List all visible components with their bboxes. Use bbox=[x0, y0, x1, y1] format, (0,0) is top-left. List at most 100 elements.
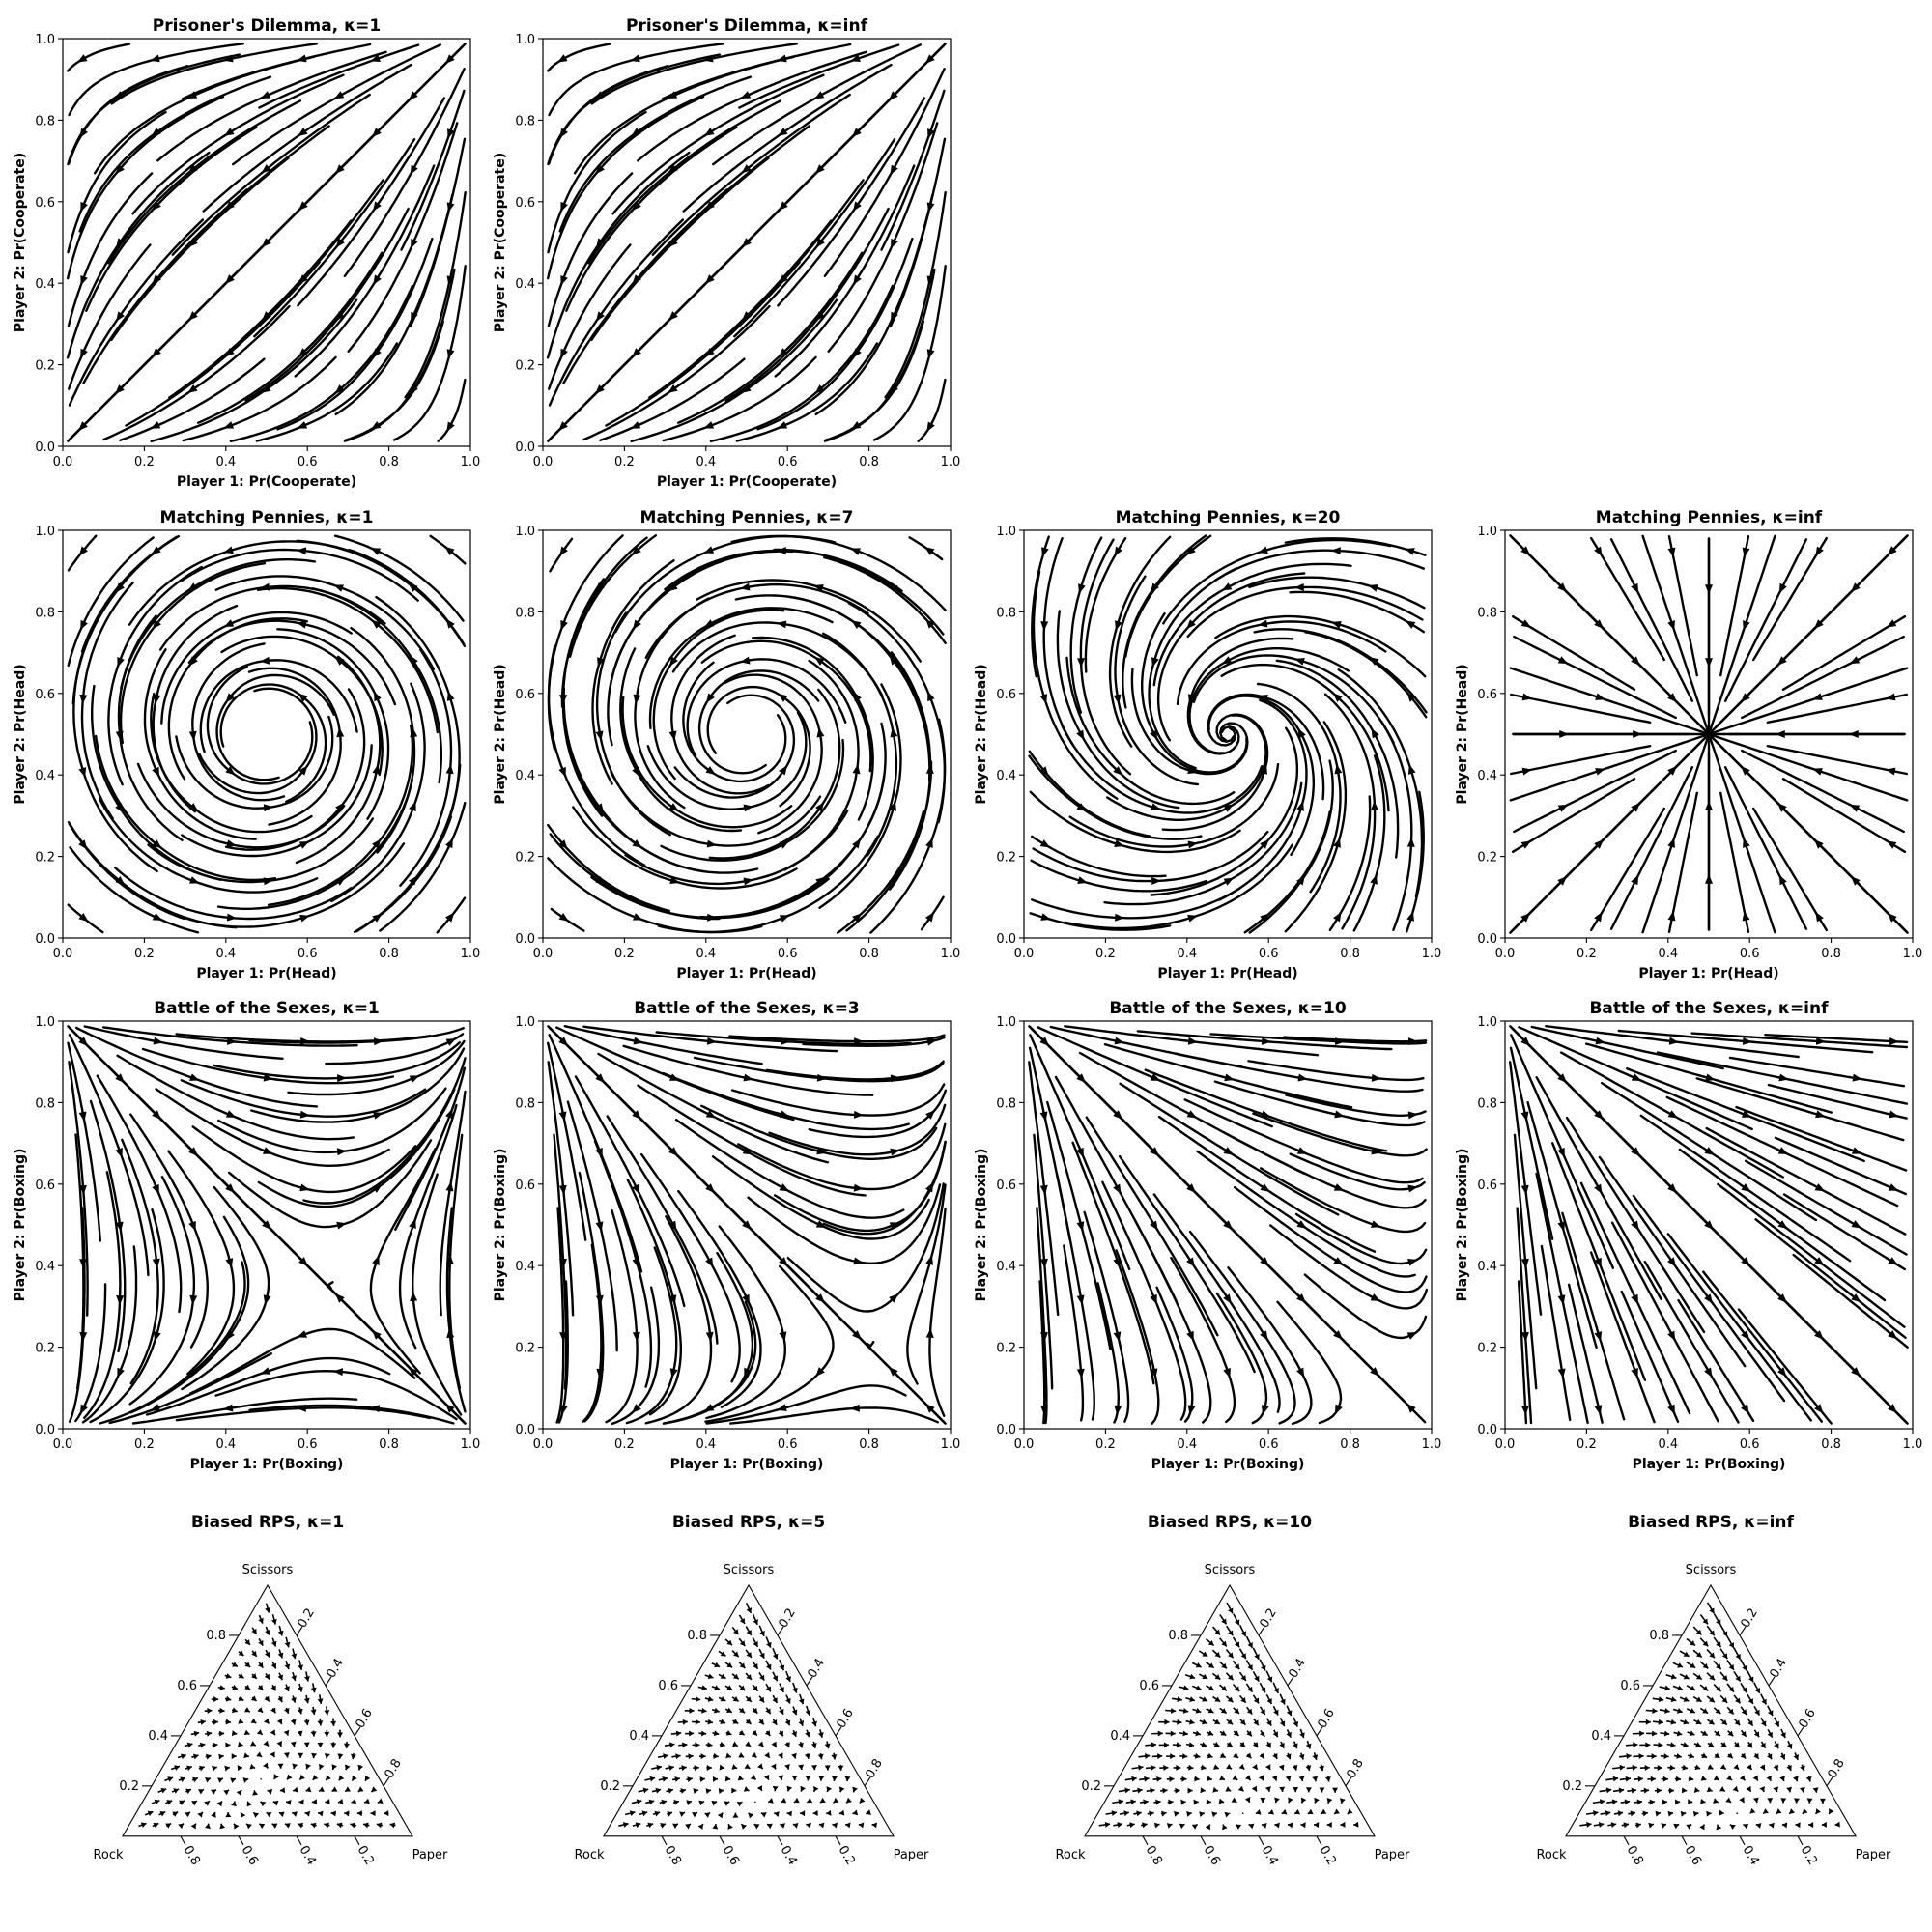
quiver-head-203 bbox=[1247, 1642, 1253, 1648]
arrowhead-59 bbox=[1407, 1111, 1418, 1120]
quiver-head-178 bbox=[1234, 1686, 1240, 1692]
quiver-head-104 bbox=[357, 1764, 364, 1771]
quiver-head-207 bbox=[258, 1617, 264, 1624]
streamline-16 bbox=[83, 1025, 284, 1060]
quiver-head-72 bbox=[1319, 1787, 1325, 1793]
x-tick-label: 0.2 bbox=[1095, 1437, 1116, 1452]
quiver-head-209 bbox=[265, 1606, 270, 1613]
y-tick-label: 1.0 bbox=[515, 525, 535, 539]
streamline-2 bbox=[547, 172, 634, 327]
arrowhead-19 bbox=[668, 238, 678, 247]
quiver-head-183 bbox=[1683, 1673, 1690, 1680]
quiver-head-118 bbox=[350, 1753, 356, 1760]
quiver-head-72 bbox=[357, 1786, 364, 1792]
quiver-head-89 bbox=[844, 1776, 851, 1782]
quiver-head-81 bbox=[1700, 1776, 1707, 1781]
plot-frame bbox=[1504, 1020, 1914, 1430]
quiver-head-178 bbox=[270, 1685, 276, 1691]
streamline-55 bbox=[379, 801, 467, 932]
quiver-head-62 bbox=[1669, 1787, 1675, 1794]
arrowhead-55 bbox=[925, 838, 933, 848]
quiver-head-150 bbox=[276, 1719, 283, 1724]
arrowhead-18 bbox=[1150, 1293, 1157, 1305]
x-tick-label: 0.4 bbox=[1658, 1437, 1678, 1452]
right-tick-label: 0.6 bbox=[834, 1706, 856, 1730]
y-tick-label: 0.8 bbox=[996, 606, 1016, 620]
arrowhead-52 bbox=[409, 1218, 416, 1229]
arrowhead-29 bbox=[1223, 1293, 1232, 1304]
quiver-head-160 bbox=[270, 1707, 276, 1714]
streamline-2 bbox=[67, 172, 154, 327]
quiver-head-159 bbox=[1220, 1708, 1227, 1714]
quiver-head-68 bbox=[786, 1785, 793, 1792]
arrowhead-3 bbox=[80, 201, 88, 213]
quiver-head-109 bbox=[231, 1753, 237, 1760]
quiver-head-30 bbox=[278, 1811, 285, 1818]
y-tick-label: 0.4 bbox=[1477, 769, 1497, 783]
x-tick-label: 0.4 bbox=[215, 947, 236, 961]
plot-frame bbox=[542, 38, 952, 447]
x-axis-label: Player 1: Pr(Boxing) bbox=[670, 1457, 824, 1472]
quiver-head-24 bbox=[1161, 1810, 1167, 1817]
quiver-head-94 bbox=[224, 1765, 230, 1772]
quiver-head-104 bbox=[1800, 1765, 1805, 1772]
arrowhead-40 bbox=[816, 727, 825, 738]
quiver-head-144 bbox=[200, 1719, 206, 1725]
bottom-tick-label: 0.6 bbox=[1682, 1843, 1704, 1867]
streamline-8 bbox=[66, 151, 211, 359]
quiver-head-121 bbox=[1176, 1742, 1181, 1748]
vertex-label-top: Scissors bbox=[242, 1563, 294, 1577]
y-tick-label: 0.2 bbox=[515, 359, 535, 374]
quiver-head-5 bbox=[685, 1824, 691, 1830]
left-tick-label: 0.6 bbox=[658, 1679, 678, 1693]
quiver-head-131 bbox=[824, 1743, 831, 1749]
quiver-head-198 bbox=[1240, 1653, 1246, 1660]
arrowhead-5 bbox=[1041, 547, 1049, 557]
streamline-29 bbox=[648, 219, 833, 399]
quiver-head-128 bbox=[303, 1742, 310, 1747]
plot-frame bbox=[1023, 1020, 1433, 1430]
quiver-head-24 bbox=[197, 1811, 203, 1818]
arrowhead-18 bbox=[668, 1294, 677, 1305]
streamline-1 bbox=[555, 1207, 565, 1424]
arrowhead-0 bbox=[558, 913, 569, 922]
quiver-head-13 bbox=[310, 1822, 317, 1829]
quiver-head-122 bbox=[707, 1742, 713, 1748]
quiver-head-158 bbox=[726, 1707, 732, 1713]
quiver-head-9 bbox=[1222, 1824, 1228, 1831]
quiver-head-174 bbox=[1664, 1685, 1670, 1691]
x-axis-label: Player 1: Pr(Boxing) bbox=[1633, 1457, 1786, 1472]
x-tick-label: 0.2 bbox=[134, 455, 155, 469]
y-axis-label: Player 2: Pr(Head) bbox=[1455, 664, 1470, 804]
x-tick-label: 0.2 bbox=[614, 1437, 635, 1452]
quiver-head-134 bbox=[1663, 1730, 1670, 1737]
quiver-head-25 bbox=[692, 1812, 697, 1818]
arrowhead-8 bbox=[1076, 1221, 1085, 1232]
arrowhead-11 bbox=[152, 913, 163, 921]
quiver-head-10 bbox=[271, 1823, 278, 1829]
streamline-1 bbox=[68, 243, 152, 390]
streamline-23 bbox=[1134, 1219, 1212, 1424]
streamline-32 bbox=[1243, 810, 1331, 934]
quiver-head-134 bbox=[1182, 1730, 1188, 1737]
right-tick-mark bbox=[835, 1726, 842, 1737]
quiver-head-15 bbox=[1781, 1822, 1788, 1829]
arrowhead-23 bbox=[1187, 840, 1198, 849]
bottom-tick-mark bbox=[1200, 1835, 1207, 1846]
quiver-head-195 bbox=[720, 1651, 726, 1657]
streamline-60 bbox=[802, 1036, 946, 1048]
quiver-head-123 bbox=[720, 1741, 725, 1747]
quiver-head-188 bbox=[304, 1676, 310, 1682]
arrowhead-54 bbox=[445, 912, 455, 923]
simplex-triangle bbox=[1084, 1583, 1376, 1837]
quiver-head-111 bbox=[738, 1752, 745, 1758]
quiver-head-50 bbox=[1260, 1797, 1266, 1803]
arrowhead-14 bbox=[152, 201, 161, 212]
quiver-head-99 bbox=[1733, 1764, 1740, 1770]
quiver-head-149 bbox=[1708, 1719, 1715, 1725]
arrowhead-48 bbox=[1330, 547, 1341, 555]
arrowhead-27 bbox=[223, 546, 234, 554]
arrowhead-27 bbox=[1668, 1037, 1679, 1045]
quiver-head-180 bbox=[1742, 1687, 1747, 1693]
quiver-head-181 bbox=[1273, 1688, 1279, 1693]
